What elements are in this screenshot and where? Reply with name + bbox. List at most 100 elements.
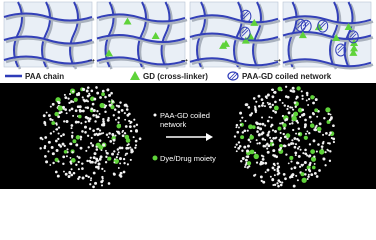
coiled-particle <box>86 159 89 163</box>
coiled-particle <box>125 108 129 111</box>
coiled-particle <box>305 99 308 102</box>
coiled-particle <box>39 136 43 140</box>
coiled-particle <box>49 105 52 108</box>
dye-moiety <box>277 126 282 131</box>
coiled-particle <box>306 93 309 97</box>
coiled-particle <box>299 165 302 168</box>
chain-shadow <box>138 3 150 70</box>
coiled-particle <box>122 170 126 174</box>
coiled-particle <box>120 146 124 150</box>
coiled-network <box>337 44 345 54</box>
coiled-particle <box>301 94 304 97</box>
coiled-particle <box>78 108 82 112</box>
coiled-particle <box>54 139 58 143</box>
coiled-particle <box>278 98 282 102</box>
step-arrow: → <box>86 53 97 65</box>
coiled-particle <box>110 91 113 95</box>
coiled-particle <box>77 91 81 95</box>
coiled-particle <box>98 129 102 132</box>
coiled-particle <box>308 143 312 146</box>
gd-crosslinker <box>298 31 307 39</box>
coiled-particle <box>261 101 265 105</box>
dye-moiety <box>278 143 284 149</box>
coiled-particle <box>76 155 79 158</box>
coiled-particle <box>92 114 95 117</box>
coiled-particle <box>111 152 114 156</box>
coiled-particle <box>86 86 90 89</box>
coiled-particle <box>107 136 110 139</box>
dye-moiety <box>124 134 130 140</box>
coiled-particle <box>125 152 128 155</box>
coiled-particle <box>63 144 66 147</box>
dye-moiety <box>316 126 322 132</box>
coiled-particle <box>104 161 108 164</box>
coiled-particle <box>294 154 297 157</box>
coiled-particle <box>275 136 278 139</box>
coiled-particle <box>86 94 90 98</box>
coiled-particle <box>304 173 307 176</box>
coiled-particle <box>328 134 331 137</box>
coiled-particle <box>94 161 97 164</box>
coiled-particle <box>293 145 297 149</box>
coiled-particle <box>327 142 330 145</box>
coiled-particle <box>116 130 120 134</box>
coiled-particle <box>312 101 315 105</box>
coiled-particle <box>304 148 307 152</box>
coiled-particle <box>268 116 271 119</box>
coiled-particle <box>43 121 47 125</box>
coiled-particle <box>318 122 322 126</box>
coiled-particle <box>323 117 326 120</box>
coiled-particle <box>329 113 332 116</box>
coiled-particle <box>77 120 80 124</box>
coiled-particle <box>39 147 42 150</box>
coiled-particle <box>329 150 332 153</box>
coiled-particle <box>260 154 263 157</box>
coiled-particle <box>117 104 121 108</box>
coiled-particle <box>282 132 285 136</box>
coiled-particle <box>324 151 327 154</box>
coiled-particle <box>66 148 69 151</box>
coiled-particle <box>304 168 307 171</box>
coiled-particle <box>261 137 265 141</box>
coiled-particle <box>270 139 273 143</box>
coiled-particle <box>124 154 127 157</box>
coiled-particle <box>113 161 116 164</box>
coiled-particle <box>44 136 48 139</box>
coiled-particle <box>327 112 330 116</box>
coiled-particle <box>84 131 87 134</box>
coiled-particle <box>292 184 296 188</box>
coiled-particle <box>261 157 265 161</box>
coiled-particle <box>318 169 321 172</box>
coiled-particle <box>287 111 291 115</box>
coiled-particle <box>264 124 267 127</box>
coiled-particle <box>117 121 120 124</box>
dye-moiety <box>306 165 311 170</box>
coiled-particle <box>314 98 318 102</box>
coiled-particle <box>96 91 100 95</box>
coiled-particle <box>237 141 241 144</box>
coiled-particle <box>272 149 276 153</box>
dye-moiety <box>248 124 253 130</box>
dye-moiety <box>310 95 315 100</box>
paa-chain <box>233 1 243 68</box>
coiled-particle <box>97 127 100 131</box>
coiled-particle <box>313 171 317 175</box>
coiled-particle <box>126 113 130 117</box>
coiled-particle <box>91 102 95 106</box>
coiled-particle <box>300 90 303 93</box>
figure-graphics: → → → <box>0 1 376 189</box>
coiled-particle <box>296 137 299 141</box>
coiled-particle <box>57 101 61 105</box>
coiled-particle <box>83 99 87 103</box>
coiled-particle <box>269 136 272 139</box>
coiled-particle <box>241 116 244 119</box>
coiled-particle <box>272 162 276 166</box>
coiled-particle <box>261 122 265 126</box>
coiled-particle <box>264 138 267 141</box>
coiled-particle <box>256 130 259 133</box>
coiled-particle <box>254 105 256 108</box>
coiled-particle <box>307 173 310 176</box>
dye-moiety <box>249 135 254 140</box>
chain-shadow <box>162 3 173 70</box>
coiled-particle <box>60 134 63 138</box>
